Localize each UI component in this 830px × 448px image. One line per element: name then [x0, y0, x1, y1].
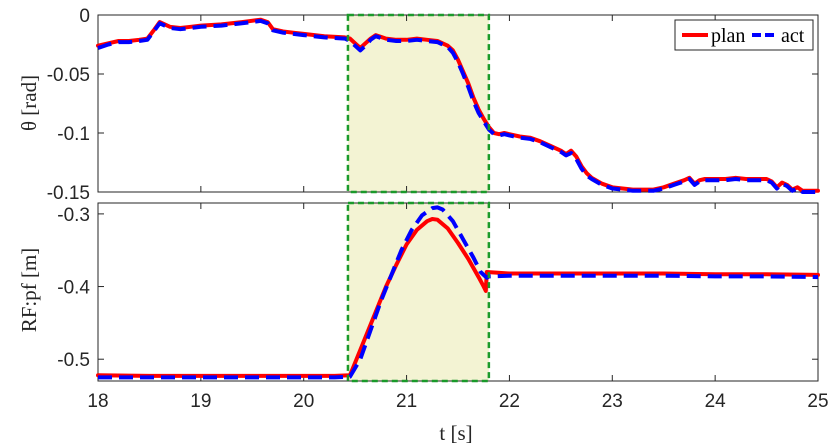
top-y-ticks: 0 -0.05 -0.1 -0.15 [47, 6, 819, 204]
bottom-panel: -0.3-0.4-0.5 18 19 20 21 22 23 24 25 RF:pf [m] … [17, 201, 829, 445]
top-series-lines [96, 17, 820, 194]
x-tick-label: 18 [87, 391, 108, 412]
top-highlight-region [347, 15, 489, 192]
legend: plan act [674, 19, 814, 51]
x-tick-label: 24 [705, 391, 727, 412]
bottom-y-ticks: -0.3 -0.4 -0.5 [57, 205, 818, 371]
y-tick-label: 0 [79, 6, 90, 27]
y-tick-label: -0.4 [57, 278, 90, 299]
bottom-highlight-region [347, 203, 489, 381]
x-tick-label: 19 [190, 391, 211, 412]
bottom-highlight-border [346, 201, 491, 383]
x-tick-label: 25 [807, 391, 828, 412]
top-highlight-border [346, 13, 491, 194]
bottom-series-lines [96, 205, 820, 380]
x-tick-label: 21 [396, 391, 417, 412]
series-line-act [98, 205, 819, 380]
y-tick-label: -0.3 [57, 205, 90, 226]
x-axis-label: t [s] [439, 421, 472, 445]
legend-act-label: act [781, 25, 805, 47]
bottom-x-ticks: 18 19 20 21 22 23 24 25 [87, 203, 829, 412]
y-tick-label: -0.5 [57, 350, 90, 371]
legend-plan-label: plan [711, 25, 745, 47]
series-line-act [97, 18, 818, 194]
y-tick-label: -0.05 [47, 65, 90, 86]
top-panel: 0 -0.05 -0.1 -0.15 θ [rad] plan act [17, 6, 820, 204]
y-tick-label: -0.1 [57, 124, 90, 145]
top-y-axis-label: θ [rad] [17, 75, 41, 131]
legend-box [674, 19, 814, 51]
x-tick-label: 22 [499, 391, 520, 412]
x-tick-label: 20 [293, 391, 314, 412]
bottom-y-axis-label: RF:pf [m] [17, 248, 41, 333]
x-tick-label: 23 [602, 391, 623, 412]
y-tick-label: -0.15 [47, 183, 90, 204]
